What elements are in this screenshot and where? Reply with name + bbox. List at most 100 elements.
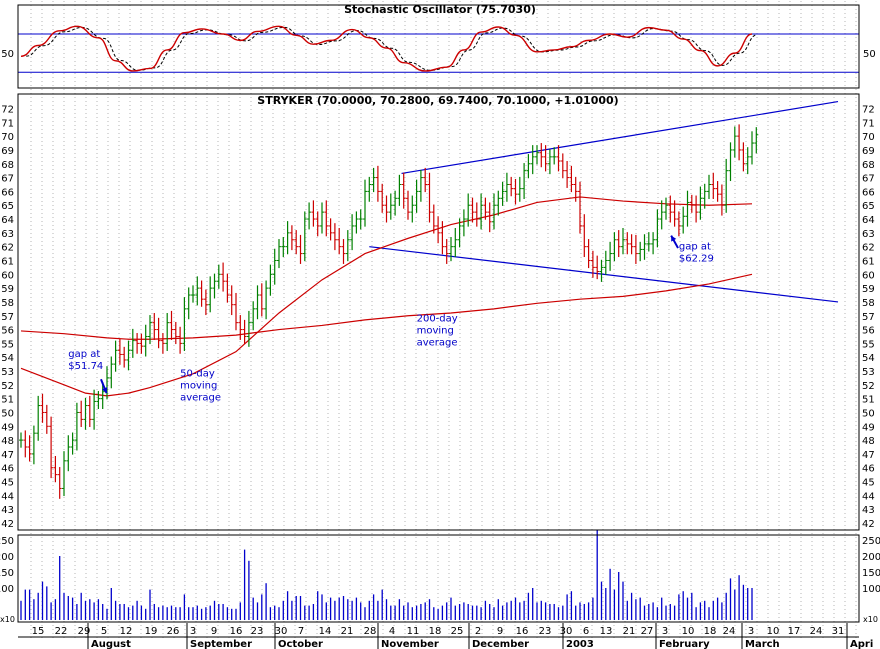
date-tick-label: 11 (407, 626, 420, 637)
date-tick-label: 22 (55, 626, 68, 637)
price-y-tick-left: 67 (1, 174, 14, 185)
price-bar (552, 147, 557, 165)
price-y-tick-left: 54 (1, 353, 14, 364)
price-y-tick-right: 61 (862, 256, 875, 267)
price-bar (354, 211, 359, 234)
price-bar (436, 216, 441, 244)
price-bar (659, 200, 664, 230)
price-y-tick-left: 66 (1, 187, 14, 198)
date-tick-label: 13 (600, 626, 613, 637)
price-bar (315, 211, 320, 237)
date-tick-label: 19 (145, 626, 158, 637)
price-bar (698, 186, 703, 220)
price-bar (440, 221, 445, 255)
chart-annotation: gap at $62.29 (679, 241, 714, 264)
price-y-tick-right: 49 (862, 422, 875, 433)
price-bar (388, 193, 393, 220)
price-bar (664, 197, 668, 220)
volume-unit-left: x10 (0, 615, 15, 624)
price-bar (307, 202, 312, 230)
price-y-tick-left: 52 (1, 381, 14, 392)
price-bar (694, 195, 699, 223)
date-tick-label: 10 (682, 626, 695, 637)
price-bar (294, 230, 299, 255)
annotation-line: moving (417, 325, 454, 336)
price-bar (595, 255, 600, 280)
price-bar (126, 340, 131, 371)
price-bar (345, 230, 350, 262)
month-label: December (472, 639, 529, 649)
volume-panel: 100 100 150 150 200 200 250 250 x10 x10 (0, 530, 880, 624)
price-bar (285, 221, 290, 255)
price-bar (741, 142, 746, 172)
price-bar (272, 248, 277, 285)
price-bar (40, 393, 45, 423)
price-bar (152, 312, 157, 340)
volume-y-tick-left: 200 (0, 552, 14, 563)
price-bar (363, 179, 367, 227)
month-label: August (91, 639, 131, 649)
price-y-tick-right: 51 (862, 395, 875, 406)
date-tick-label: 26 (167, 626, 180, 637)
price-bar (457, 218, 462, 248)
price-bar (414, 179, 419, 213)
price-bar (681, 206, 686, 234)
annotation-line: moving (180, 381, 217, 392)
price-bar (522, 163, 527, 199)
price-bar (320, 202, 324, 234)
month-label: February (659, 639, 710, 649)
date-tick-label: 18 (429, 626, 442, 637)
price-y-tick-right: 64 (862, 215, 875, 226)
stochastic-y-tick-right: 50 (863, 49, 876, 60)
price-bar (565, 161, 570, 188)
date-tick-label: 24 (723, 626, 736, 637)
price-y-tick-right: 57 (862, 312, 875, 323)
price-bar (92, 389, 97, 430)
price-bar (466, 193, 471, 227)
price-bar (410, 195, 415, 223)
price-bar (160, 333, 165, 354)
price-bar (57, 467, 62, 499)
price-bar (191, 285, 195, 303)
price-y-tick-left: 49 (1, 422, 14, 433)
month-label: November (381, 639, 439, 649)
price-bar (186, 287, 191, 320)
price-bar (289, 225, 294, 251)
annotation-line: gap at (679, 241, 711, 252)
price-y-tick-right: 70 (862, 132, 875, 143)
price-bar (393, 190, 398, 216)
volume-y-tick-right: 250 (862, 536, 880, 547)
annotation-arrow (670, 235, 679, 249)
price-y-tick-left: 65 (1, 201, 14, 212)
price-bar (401, 172, 406, 209)
price-bar (259, 283, 264, 317)
price-bar (53, 455, 58, 483)
volume-unit-right: x10 (863, 615, 878, 624)
price-y-tick-left: 61 (1, 256, 14, 267)
price-bar (590, 250, 595, 278)
price-frame (17, 93, 860, 531)
price-y-tick-right: 52 (862, 381, 875, 392)
price-bar (737, 124, 742, 161)
price-bar (182, 297, 187, 351)
date-tick-label: 6 (583, 626, 589, 637)
price-bar (500, 181, 505, 206)
price-y-tick-right: 60 (862, 270, 875, 281)
price-y-tick-left: 72 (1, 105, 14, 116)
price-y-tick-right: 47 (862, 450, 875, 461)
price-bar (255, 285, 260, 320)
price-title: STRYKER (70.0000, 70.2800, 69.7400, 70.1… (257, 94, 618, 107)
price-bar (642, 234, 647, 260)
price-bar (173, 321, 178, 345)
price-bar (199, 280, 204, 307)
price-bar (633, 234, 638, 264)
date-tick-label: 21 (341, 626, 354, 637)
price-bar (27, 435, 32, 462)
date-tick-label: 30 (560, 626, 573, 637)
price-bar (702, 183, 707, 209)
price-bar (651, 232, 656, 255)
price-bar (603, 250, 608, 275)
price-y-tick-right: 68 (862, 160, 875, 171)
price-y-tick-left: 60 (1, 270, 14, 281)
